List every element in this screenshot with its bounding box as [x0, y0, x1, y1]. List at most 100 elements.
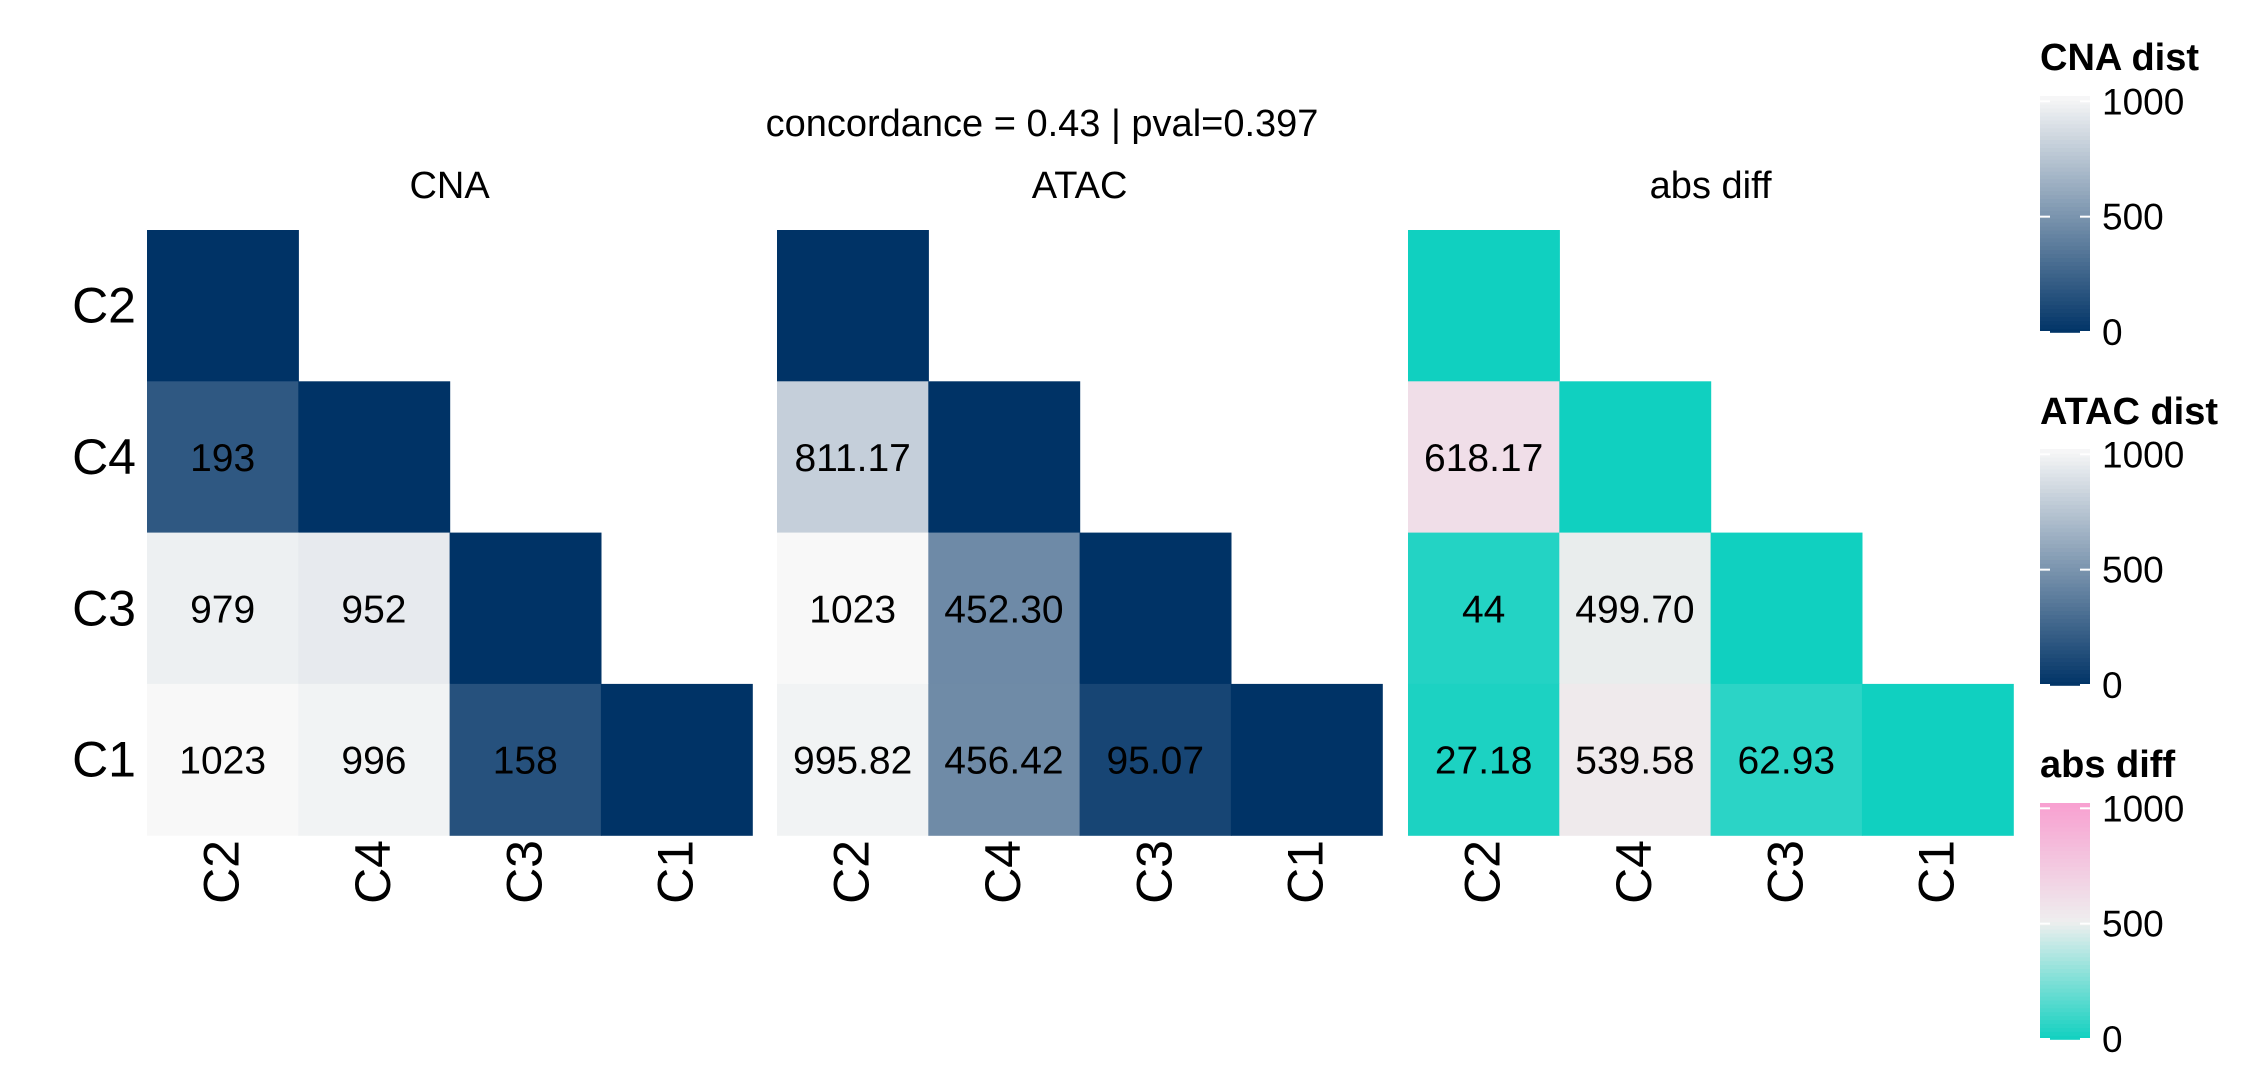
legend-gradient-step: [2040, 665, 2090, 671]
legend-gradient-step: [2040, 610, 2090, 615]
column-label: C3: [496, 840, 552, 904]
legend-gradient-step: [2040, 288, 2090, 294]
heatmap-cell: [1710, 532, 1863, 685]
heatmap-cell: [1408, 683, 1560, 836]
legend-gradient-step: [2040, 249, 2090, 255]
legend-gradient-step: [2040, 980, 2090, 985]
heatmap-cell: [777, 683, 929, 836]
legend-gradient-step: [2040, 539, 2090, 545]
legend-gradient-step: [2040, 269, 2090, 274]
legend-gradient-step: [2040, 143, 2090, 148]
legend-gradient-step: [2040, 547, 2090, 553]
legend-gradient-step: [2040, 622, 2090, 627]
legend-gradient-step: [2040, 1007, 2090, 1013]
legend-tick-label: 1000: [2102, 81, 2184, 122]
legend-gradient-step: [2040, 865, 2090, 871]
legend-gradient-step: [2040, 139, 2090, 144]
heatmap-cell: [777, 381, 929, 534]
legend-gradient-step: [2040, 897, 2090, 903]
heatmap-cell: [928, 532, 1081, 685]
legend-gradient-step: [2040, 312, 2090, 318]
heatmap-cell: [147, 532, 299, 685]
legend-gradient-step: [2040, 830, 2090, 836]
legend-gradient-step: [2040, 488, 2090, 494]
cell-value-label: 1023: [809, 588, 896, 631]
legend-gradient-step: [2040, 225, 2090, 231]
legend-gradient-step: [2040, 1031, 2090, 1036]
legend-gradient-step: [2040, 174, 2090, 180]
legend-gradient-step: [2040, 940, 2090, 946]
legend-gradient-step: [2040, 476, 2090, 482]
legend-gradient-step: [2040, 834, 2090, 840]
legend-gradient-step: [2040, 598, 2090, 604]
cell-value-label: 499.70: [1575, 588, 1694, 631]
legend-gradient-step: [2040, 889, 2090, 895]
legend-gradient-step: [2040, 606, 2090, 612]
legend-gradient-step: [2040, 496, 2090, 501]
legend-gradient-step: [2040, 190, 2090, 196]
legend-tick-label: 1000: [2102, 788, 2184, 829]
legend-gradient-step: [2040, 944, 2090, 950]
cell-value-label: 1023: [179, 740, 266, 783]
legend-gradient-step: [2040, 869, 2090, 875]
legend-gradient-step: [2040, 508, 2090, 513]
heatmap-cell: [1408, 532, 1560, 685]
legend-tick-label: 0: [2102, 1019, 2123, 1060]
legend-gradient-step: [2040, 504, 2090, 509]
legend-tick-label: 500: [2102, 197, 2164, 238]
legend-gradient-step: [2040, 472, 2090, 478]
heatmap-cell: [147, 381, 299, 534]
column-label: C4: [975, 840, 1031, 904]
column-label: C3: [1126, 840, 1182, 904]
column-label: C3: [1757, 840, 1813, 904]
legend-gradient-step: [2040, 850, 2090, 855]
legend-gradient-step: [2040, 917, 2090, 922]
legend-gradient-step: [2040, 456, 2090, 462]
row-label: C4: [72, 429, 136, 485]
legend-gradient-step: [2040, 854, 2090, 859]
legend-gradient-step: [2040, 677, 2090, 682]
legend-gradient-step: [2040, 151, 2090, 156]
heatmap-cell: [1408, 230, 1560, 382]
legend-gradient-step: [2040, 217, 2090, 223]
heatmap-cell: [777, 532, 929, 685]
legend-gradient-step: [2040, 964, 2090, 969]
legend-gradient-step: [2040, 968, 2090, 973]
legend-gradient-step: [2040, 976, 2090, 981]
heatmap-cell: [1710, 683, 1863, 836]
cell-value-label: 193: [190, 437, 255, 480]
legend-gradient-step: [2040, 115, 2090, 121]
row-label: C2: [72, 278, 136, 334]
cell-value-label: 995.82: [793, 740, 912, 783]
legend-title: abs diff: [2040, 744, 2175, 786]
legend-gradient-step: [2040, 515, 2090, 521]
legend-gradient-step: [2040, 814, 2090, 820]
legend-gradient-step: [2040, 452, 2090, 458]
cell-value-label: 452.30: [944, 588, 1063, 631]
legend-gradient-step: [2040, 328, 2090, 333]
legend-gradient-step: [2040, 316, 2090, 321]
legend-gradient-step: [2040, 661, 2090, 667]
legend-gradient-step: [2040, 103, 2090, 109]
heatmap-cell: [1408, 381, 1560, 534]
legend-gradient-step: [2040, 641, 2090, 647]
legend-gradient-step: [2040, 511, 2090, 517]
legend-gradient-step: [2040, 846, 2090, 851]
legend-gradient-step: [2040, 842, 2090, 848]
legend-gradient-step: [2040, 245, 2090, 251]
legend-gradient-step: [2040, 523, 2090, 529]
legend-gradient-step: [2040, 590, 2090, 596]
heatmap-cell: [1079, 683, 1232, 836]
legend-gradient-step: [2040, 280, 2090, 286]
cell-value-label: 44: [1462, 588, 1505, 631]
heatmap-cell: [147, 683, 299, 836]
legend-gradient-step: [2040, 194, 2090, 200]
legend-gradient-step: [2040, 626, 2090, 631]
cell-value-label: 158: [493, 740, 558, 783]
legend-gradient-step: [2040, 182, 2090, 188]
column-label: C2: [194, 840, 250, 904]
legend-gradient-step: [2040, 480, 2090, 486]
legend-gradient-step: [2040, 237, 2090, 243]
legend-gradient-step: [2040, 806, 2090, 812]
